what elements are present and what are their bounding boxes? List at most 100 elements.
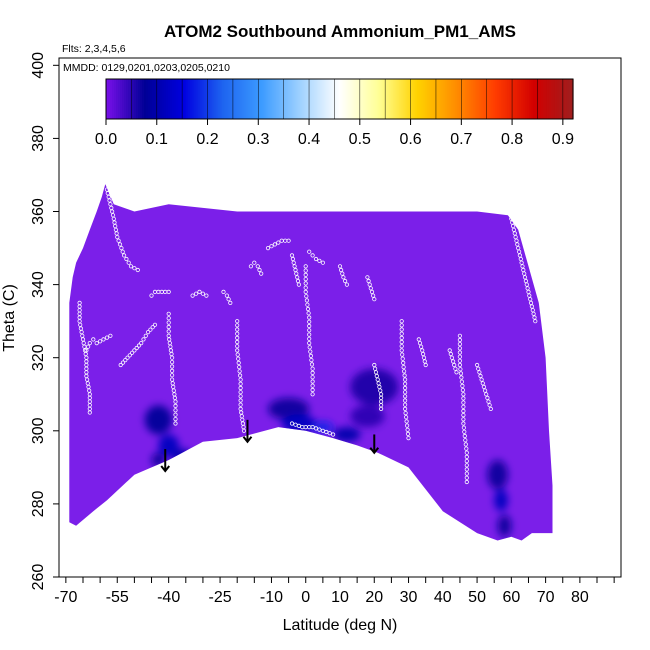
sample-point [462, 429, 467, 434]
colorbar-segment [416, 79, 420, 119]
sample-point [462, 433, 467, 439]
sample-point [224, 293, 229, 298]
colorbar-tick-label: 0.3 [247, 131, 269, 148]
sample-point [310, 387, 315, 393]
sample-point [421, 355, 427, 360]
sample-point [303, 268, 308, 273]
colorbar-tick-label: 0.2 [196, 131, 218, 148]
colorbar-segment [422, 79, 426, 119]
enhancement-patch [158, 434, 179, 457]
sample-track [337, 264, 349, 287]
sample-point [464, 446, 469, 451]
colorbar-segment [278, 79, 281, 119]
sample-point [303, 285, 308, 290]
sample-point [226, 297, 231, 302]
colorbar-segment [184, 79, 187, 119]
sample-point [255, 264, 260, 269]
sample-track [289, 421, 336, 437]
sample-point [173, 416, 178, 422]
sample-point [461, 425, 466, 430]
colorbar-segment [492, 79, 496, 119]
colorbar-segment [538, 79, 542, 119]
x-tick-label: 60 [502, 589, 520, 606]
sample-point [525, 286, 530, 291]
sample-point [118, 362, 123, 368]
sample-point [366, 278, 371, 284]
colorbar-segment [246, 79, 249, 119]
colorbar-segment [124, 79, 127, 119]
sample-point [372, 366, 378, 371]
sample-point [238, 385, 243, 391]
colorbar-segment [166, 79, 169, 119]
sample-point [461, 400, 466, 405]
sample-point [237, 364, 242, 370]
sample-point [484, 392, 489, 397]
sample-point [307, 323, 312, 329]
colorbar-segment [240, 79, 243, 119]
sample-point [124, 256, 129, 262]
colorbar-segment [176, 79, 179, 119]
colorbar-segment [126, 79, 129, 119]
sample-point [519, 260, 524, 265]
colorbar-segment [400, 79, 404, 119]
colorbar-segment [356, 79, 360, 119]
sample-point [166, 320, 171, 325]
sample-point [135, 267, 140, 273]
y-tick-label: 400 [30, 52, 47, 79]
colorbar-segment [388, 79, 392, 119]
sample-point [416, 337, 421, 342]
colorbar-tick-label: 0.0 [95, 131, 117, 148]
sample-point [235, 352, 240, 357]
sample-point [236, 356, 241, 361]
colorbar-segment [254, 79, 257, 119]
colorbar-segment [288, 79, 291, 119]
colorbar-fill [106, 79, 574, 119]
y-axis-label: Theta (C) [1, 284, 18, 352]
sample-point [166, 311, 171, 316]
colorbar-segment [276, 79, 279, 119]
sample-point [460, 383, 465, 388]
x-tick-label: -25 [208, 589, 231, 606]
colorbar-segment [562, 79, 566, 119]
sample-point [317, 258, 322, 263]
sample-point [532, 315, 537, 320]
colorbar-segment [284, 79, 287, 119]
sample-point [523, 278, 529, 284]
sample-point [402, 390, 408, 395]
colorbar-segment [346, 79, 350, 119]
enhancement-patch [151, 452, 166, 468]
sample-point [450, 359, 456, 364]
colorbar-segment [266, 79, 269, 119]
sample-point [404, 423, 410, 428]
colorbar-segment [190, 79, 193, 119]
sample-point [524, 282, 529, 287]
sample-point [221, 289, 226, 294]
sample-point [517, 253, 523, 258]
colorbar-segment [446, 79, 450, 119]
sample-point [520, 264, 525, 269]
sample-point [238, 377, 243, 382]
colorbar-segment [330, 79, 334, 119]
colorbar-tick-label: 0.9 [552, 131, 574, 148]
colorbar-segment [138, 79, 141, 119]
colorbar-segment [550, 79, 554, 119]
sample-point [295, 275, 300, 280]
sample-point [295, 278, 301, 284]
sample-point [529, 304, 535, 309]
sample-point [510, 220, 515, 225]
colorbar-tick-label: 0.4 [298, 131, 320, 148]
colorbar-segment [242, 79, 245, 119]
sample-point [310, 253, 315, 258]
sample-point [310, 370, 315, 375]
colorbar-segment [200, 79, 203, 119]
sample-point [238, 390, 243, 395]
heatmap-field [69, 184, 553, 541]
x-tick-label: -70 [54, 589, 77, 606]
colorbar-segment [128, 79, 131, 119]
colorbar-segment [384, 79, 388, 119]
enhancement-patch [497, 514, 512, 537]
sample-point [190, 293, 195, 298]
sample-point [461, 396, 466, 401]
sample-point [457, 350, 462, 355]
